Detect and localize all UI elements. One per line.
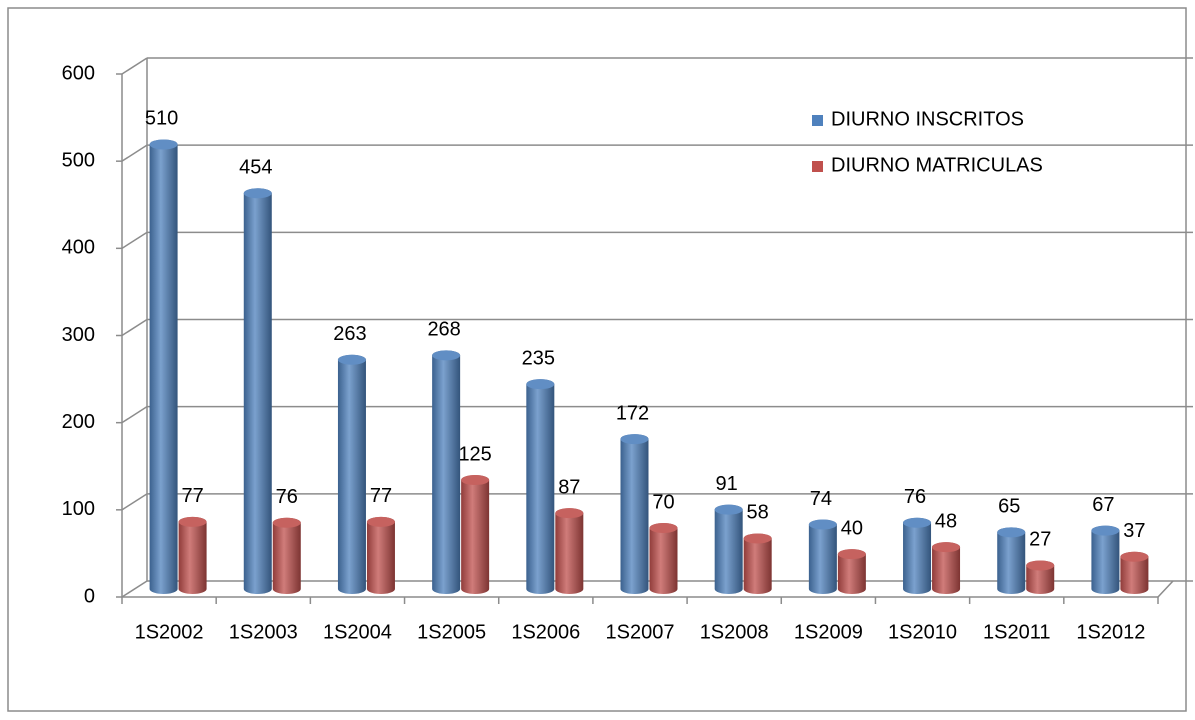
bar-cap	[997, 527, 1026, 538]
bar	[997, 527, 1026, 594]
y-tick-label: 300	[62, 324, 95, 346]
bar-cap	[432, 350, 461, 361]
legend-label: DIURNO MATRICULAS	[831, 154, 1043, 176]
bar-cap	[1120, 551, 1149, 562]
bar	[272, 517, 301, 594]
grid-line-side	[121, 231, 148, 249]
bar-cap	[649, 522, 678, 533]
y-tick-label: 500	[62, 149, 95, 171]
bar	[461, 475, 490, 594]
x-tick-label: 1S2002	[135, 621, 204, 643]
x-tick-label: 1S2003	[229, 621, 298, 643]
legend-swatch	[812, 161, 823, 172]
bar	[432, 350, 461, 594]
grid-line-side	[121, 406, 148, 424]
bar	[149, 139, 178, 594]
bar-cap	[808, 519, 837, 530]
value-label: 510	[145, 108, 178, 130]
x-tick-label: 1S2008	[700, 621, 769, 643]
bar-cap	[555, 508, 584, 519]
bar-cap	[461, 475, 490, 486]
value-label: 77	[181, 485, 203, 507]
y-tick-label: 100	[62, 498, 95, 520]
x-tick-label: 1S2004	[323, 621, 392, 643]
bar-cap	[1026, 560, 1055, 571]
bar	[932, 542, 961, 594]
bar-cap	[714, 504, 743, 515]
bar-cap	[337, 354, 366, 365]
value-label: 76	[904, 486, 926, 508]
value-label: 263	[333, 323, 366, 345]
legend-label: DIURNO INSCRITOS	[831, 108, 1024, 130]
grid-line-side	[121, 57, 148, 75]
bar	[620, 434, 649, 594]
x-tick-label: 1S2005	[417, 621, 486, 643]
y-tick-label: 400	[62, 237, 95, 259]
value-label: 91	[716, 473, 738, 495]
value-label: 235	[522, 347, 555, 369]
value-label: 74	[810, 488, 832, 510]
bar	[743, 533, 772, 594]
bar	[1120, 551, 1149, 594]
x-tick-label: 1S2007	[606, 621, 675, 643]
chart-border	[7, 7, 1187, 712]
value-label: 454	[239, 157, 272, 179]
bar	[337, 354, 366, 594]
bar	[178, 516, 207, 594]
bar	[243, 188, 272, 594]
bar-cap	[178, 516, 207, 527]
bar	[366, 516, 395, 594]
bar	[1091, 525, 1120, 594]
bar-cap	[149, 139, 178, 150]
value-label: 268	[427, 319, 460, 341]
x-tick-label: 1S2011	[983, 621, 1050, 643]
bar-cap	[620, 434, 649, 445]
grid-line-side	[121, 318, 148, 337]
bar-cap	[526, 379, 555, 390]
value-label: 87	[558, 476, 580, 498]
x-tick-label: 1S2006	[511, 621, 580, 643]
bar-cap	[1091, 525, 1120, 536]
bar-cap	[743, 533, 772, 544]
bar	[649, 522, 678, 594]
value-label: 172	[616, 402, 649, 424]
bar	[555, 508, 584, 594]
y-tick-label: 600	[62, 62, 95, 84]
bar-cap	[366, 516, 395, 527]
x-tick-label: 1S2009	[794, 621, 863, 643]
bar-cap	[932, 542, 961, 553]
value-label: 58	[747, 502, 769, 524]
value-label: 40	[841, 517, 863, 539]
value-label: 76	[276, 486, 298, 508]
value-label: 125	[458, 443, 491, 465]
bar	[714, 504, 743, 594]
legend-swatch	[812, 115, 823, 126]
grid-line-side	[121, 144, 148, 162]
value-label: 48	[935, 510, 957, 532]
bar-cap	[272, 517, 301, 528]
bar	[837, 549, 866, 594]
value-label: 70	[652, 491, 674, 513]
grid-line-side	[121, 493, 148, 511]
grid-line-side	[121, 580, 148, 598]
bar	[526, 379, 555, 594]
bar-cap	[837, 549, 866, 560]
bar-cap	[903, 517, 932, 528]
x-tick-label: 1S2010	[888, 621, 957, 643]
bar-cap	[243, 188, 272, 199]
y-tick-label: 200	[62, 411, 95, 433]
value-label: 67	[1092, 494, 1114, 516]
x-tick-label: 1S2012	[1076, 621, 1145, 643]
value-label: 65	[998, 496, 1020, 518]
bar	[903, 517, 932, 594]
bar	[808, 519, 837, 594]
value-label: 37	[1123, 520, 1145, 542]
value-label: 27	[1029, 529, 1051, 551]
value-label: 77	[370, 485, 392, 507]
floor-right	[1157, 580, 1174, 598]
y-tick-label: 0	[84, 585, 95, 607]
